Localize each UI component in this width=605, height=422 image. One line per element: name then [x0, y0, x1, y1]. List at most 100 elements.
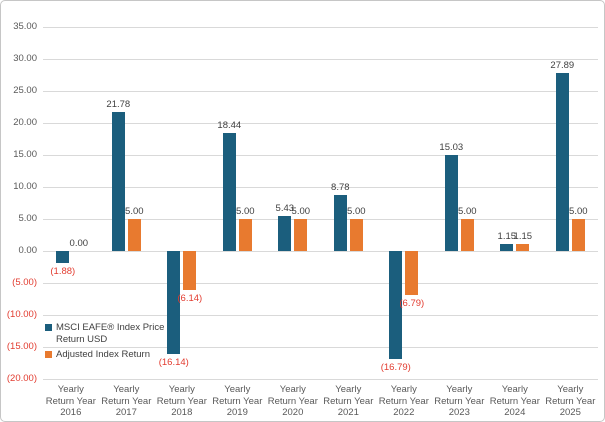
y-axis-tick-label: 35.00 — [13, 21, 37, 32]
gridline — [43, 91, 598, 92]
x-axis-category-label: Yearly Return Year 2023 — [431, 384, 487, 419]
data-label: 0.00 — [69, 238, 89, 249]
y-axis-tick-label: 30.00 — [13, 53, 37, 64]
data-label: 27.89 — [550, 59, 575, 71]
x-axis-label-line: 2020 — [282, 407, 304, 418]
y-axis-tick-label: 10.00 — [13, 181, 37, 192]
legend-label-adjusted-index: Adjusted Index Return — [56, 349, 151, 360]
legend-item-msci-eafe: MSCI EAFE® Index Price Return USD — [45, 322, 164, 345]
gridline — [43, 27, 598, 28]
bar-adjusted-index — [405, 251, 419, 295]
bar-adjusted-index — [571, 219, 585, 251]
x-axis-label-line: Return Year — [45, 395, 96, 407]
y-axis-tick-label: 20.00 — [13, 117, 37, 128]
legend: MSCI EAFE® Index Price Return USD Adjuste… — [45, 322, 164, 361]
bar-msci-eafe — [167, 251, 181, 355]
y-axis-tick-label: (15.00) — [6, 341, 37, 352]
x-axis-label-line: Yearly — [57, 384, 84, 395]
x-axis-label-line: Return Year — [378, 395, 429, 407]
bar-adjusted-index — [460, 219, 474, 251]
data-label: (1.88) — [50, 266, 76, 277]
data-label: 5.00 — [458, 206, 477, 217]
bar-msci-eafe — [444, 154, 458, 251]
x-axis-label-line: Yearly — [390, 384, 417, 395]
x-axis-label-line: Yearly — [279, 384, 306, 395]
legend-swatch-adjusted-index — [45, 351, 52, 358]
data-label: 8.78 — [331, 181, 350, 193]
x-axis-label-line: 2017 — [115, 407, 137, 418]
bar-msci-eafe — [333, 194, 347, 251]
y-axis-tick-label: (10.00) — [6, 309, 37, 320]
data-label: (16.14) — [158, 357, 189, 369]
bar-adjusted-index — [516, 243, 530, 251]
gridline — [43, 283, 598, 284]
x-axis-label-line: Return Year — [545, 395, 596, 407]
data-label: (6.14) — [177, 293, 203, 305]
x-axis-label-line: Yearly — [168, 384, 195, 395]
bar-msci-eafe — [222, 133, 236, 251]
x-axis-category-label: Yearly Return Year 2020 — [265, 384, 321, 419]
bar-adjusted-index — [294, 219, 308, 251]
bar-msci-eafe — [56, 251, 70, 263]
y-axis-tick-label: 5.00 — [18, 213, 38, 224]
x-axis-label-line: Yearly — [446, 384, 473, 395]
bar-msci-eafe — [389, 251, 403, 359]
x-axis-category-label: Yearly Return Year 2016 — [43, 384, 99, 419]
data-label: 5.00 — [236, 206, 255, 217]
gridline — [43, 187, 598, 188]
gridline — [43, 347, 598, 348]
x-axis-label-line: Yearly — [501, 384, 528, 395]
data-label: 18.44 — [217, 120, 242, 131]
x-axis-label-line: Return Year — [156, 395, 207, 407]
data-label: (6.79) — [399, 297, 425, 309]
x-axis-label-line: Yearly — [224, 384, 251, 395]
bar-msci-eafe — [500, 243, 514, 251]
data-label: 21.78 — [106, 98, 131, 110]
bar-adjusted-index — [127, 219, 141, 251]
x-axis-label-line: 2016 — [60, 407, 82, 418]
gridline — [43, 251, 598, 252]
data-label: 5.00 — [569, 206, 588, 217]
x-axis-label-line: 2023 — [448, 407, 470, 418]
x-axis-label-line: Yearly — [557, 384, 584, 395]
bar-adjusted-index — [238, 219, 252, 251]
data-label: 5.00 — [125, 206, 144, 217]
bar-adjusted-index — [349, 219, 363, 251]
x-axis-label-line: Return Year — [323, 395, 374, 407]
x-axis-label-line: Return Year — [212, 395, 263, 407]
x-axis-label-line: Return Year — [489, 395, 540, 407]
y-axis-tick-label: (20.00) — [6, 373, 37, 384]
legend-swatch-msci-eafe — [45, 324, 52, 331]
bar-adjusted-index — [183, 251, 197, 291]
x-axis-category-label: Yearly Return Year 2025 — [542, 384, 598, 419]
x-axis-label-line: Yearly — [335, 384, 362, 395]
x-axis-category-label: Yearly Return Year 2021 — [320, 384, 376, 419]
gridline — [43, 315, 598, 316]
x-axis-label-line: 2024 — [504, 407, 526, 418]
gridline — [43, 123, 598, 124]
x-axis-category-label: Yearly Return Year 2018 — [154, 384, 210, 419]
gridline — [43, 59, 598, 60]
bar-msci-eafe — [555, 72, 569, 251]
data-label: 5.00 — [291, 206, 311, 217]
y-axis-tick-label: 25.00 — [13, 85, 37, 96]
x-axis-category-label: Yearly Return Year 2017 — [98, 384, 154, 419]
x-axis-label-line: 2018 — [171, 407, 193, 418]
bar-msci-eafe — [278, 216, 292, 251]
x-axis-label-line: 2025 — [559, 407, 581, 418]
bar-msci-eafe — [111, 111, 125, 251]
y-axis-tick-label: (5.00) — [12, 277, 37, 288]
data-label: 15.03 — [439, 141, 464, 153]
x-axis-category-label: Yearly Return Year 2019 — [209, 384, 265, 419]
x-axis-category-label: Yearly Return Year 2024 — [487, 384, 543, 419]
data-label: 1.15 — [513, 230, 533, 242]
x-axis-label-line: Yearly — [113, 384, 140, 395]
x-axis-label-line: 2021 — [337, 407, 359, 418]
legend-label-msci-eafe: MSCI EAFE® Index Price Return USD — [56, 322, 165, 345]
x-axis-label-line: 2019 — [226, 407, 248, 418]
x-axis-label-line: 2022 — [393, 407, 415, 418]
y-axis-tick-label: 0.00 — [18, 245, 38, 256]
x-axis-label-line: Return Year — [101, 395, 152, 407]
data-label: 5.43 — [275, 203, 295, 215]
